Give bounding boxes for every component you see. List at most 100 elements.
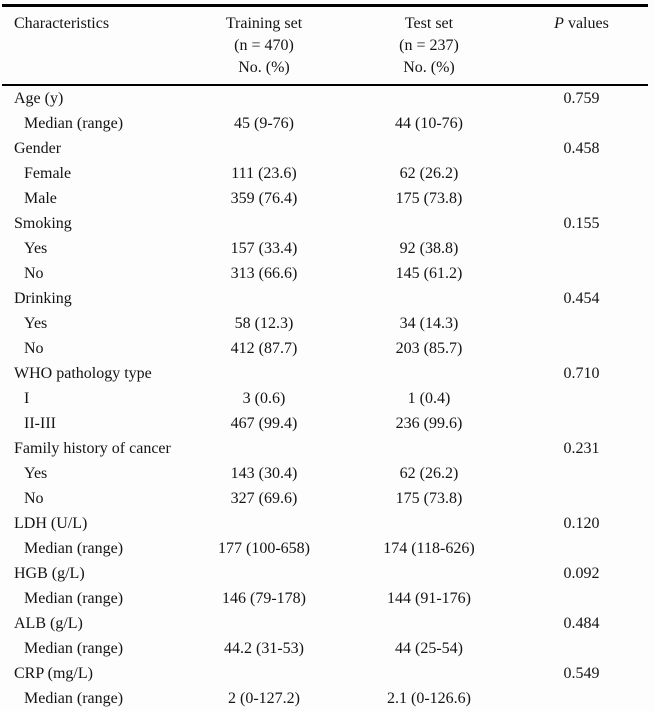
test-set-value: 175 (73.8) [395,190,463,207]
training-set-value: 143 (30.4) [230,465,298,482]
p-value [515,161,648,186]
table-row: Smoking 0.155 [2,211,648,236]
test-set-value [343,561,515,586]
table-row: Female 111 (23.6) 62 (26.2) [2,161,648,186]
training-set-value: 3 (0.6) [242,390,286,407]
training-set-value [185,661,343,686]
characteristic-label: HGB (g/L) [14,565,85,582]
p-value: 0.759 [563,90,600,107]
characteristic-label: Median (range) [24,640,124,657]
training-set-value [185,611,343,636]
characteristic-label: Median (range) [24,540,124,557]
characteristic-label: Male [24,190,57,207]
training-set-value [185,286,343,311]
table-header-row: Characteristics Training set (n = 470) N… [2,4,648,86]
test-set-value [343,436,515,461]
p-value: 0.549 [563,665,600,682]
p-value [515,636,648,661]
table-row: Yes 157 (33.4) 92 (38.8) [2,236,648,261]
table-row: Median (range) 44.2 (31-53) 44 (25-54) [2,636,648,661]
test-set-value: 203 (85.7) [395,340,463,357]
table-row: Gender 0.458 [2,136,648,161]
p-value [515,111,648,136]
test-set-value: 2.1 (0-126.6) [387,690,471,707]
characteristic-label: CRP (mg/L) [14,665,93,682]
characteristics-table: Characteristics Training set (n = 470) N… [2,4,648,711]
test-set-value: 175 (73.8) [395,490,463,507]
test-set-value [343,211,515,236]
header-test-set-line1: Test set [404,15,454,32]
table-row: LDH (U/L) 0.120 [2,511,648,536]
characteristic-label: Median (range) [24,115,124,132]
table-row: Age (y) 0.759 [2,86,648,111]
training-set-value [185,511,343,536]
header-training-set-line1: Training set [225,15,303,32]
training-set-value: 2 (0-127.2) [228,690,300,707]
header-training-set: Training set (n = 470) No. (%) [185,13,343,79]
table-row: CRP (mg/L) 0.549 [2,661,648,686]
table-row: Yes 143 (30.4) 62 (26.2) [2,461,648,486]
table-row: ALB (g/L) 0.484 [2,611,648,636]
test-set-value [343,611,515,636]
training-set-value: 313 (66.6) [230,265,298,282]
characteristic-label: Drinking [14,290,72,307]
characteristic-label: Family history of cancer [14,440,171,457]
p-value [515,536,648,561]
training-set-value: 412 (87.7) [230,340,298,357]
test-set-value [343,511,515,536]
test-set-value [343,361,515,386]
header-test-set-line2: (n = 237) [399,37,459,54]
training-set-value: 157 (33.4) [230,240,298,257]
test-set-value: 1 (0.4) [407,390,451,407]
training-set-value: 44.2 (31-53) [224,640,304,657]
training-set-value [185,211,343,236]
header-test-set-line3: No. (%) [403,59,455,76]
table-row: Yes 58 (12.3) 34 (14.3) [2,311,648,336]
characteristic-label: LDH (U/L) [14,515,88,532]
table-row: Median (range) 177 (100-658) 174 (118-626) [2,536,648,561]
characteristic-label: Median (range) [24,590,124,607]
training-set-value: 146 (79-178) [222,590,306,607]
table-row: No 412 (87.7) 203 (85.7) [2,336,648,361]
characteristic-label: II-III [24,415,56,432]
test-set-value: 174 (118-626) [383,540,475,557]
table-body: Age (y) 0.759 Median (range) 45 (9-76) 44 (1… [2,86,648,711]
characteristic-label: Smoking [14,215,72,232]
training-set-value [185,436,343,461]
p-value: 0.710 [563,365,600,382]
training-set-value: 45 (9-76) [234,115,294,132]
test-set-value: 92 (38.8) [399,240,459,257]
training-set-value: 177 (100-658) [218,540,310,557]
test-set-value [343,86,515,111]
test-set-value: 34 (14.3) [399,315,459,332]
training-set-value: 467 (99.4) [230,415,298,432]
p-value [515,311,648,336]
characteristic-label: Yes [24,465,48,482]
training-set-value: 58 (12.3) [234,315,294,332]
table-row: No 327 (69.6) 175 (73.8) [2,486,648,511]
p-value [515,186,648,211]
p-value [515,386,648,411]
training-set-value: 327 (69.6) [230,490,298,507]
p-value [515,261,648,286]
characteristic-label: No [24,340,44,357]
table-row: Median (range) 146 (79-178) 144 (91-176) [2,586,648,611]
p-value [515,686,648,711]
p-value [515,336,648,361]
training-set-value [185,86,343,111]
training-set-value: 359 (76.4) [230,190,298,207]
p-value [515,586,648,611]
test-set-value: 62 (26.2) [399,165,459,182]
training-set-value [185,136,343,161]
p-value [515,461,648,486]
table-row: Family history of cancer 0.231 [2,436,648,461]
p-value [515,411,648,436]
characteristic-label: ALB (g/L) [14,615,83,632]
characteristic-label: Median (range) [24,690,124,707]
table-row: Median (range) 2 (0-127.2) 2.1 (0-126.6) [2,686,648,711]
characteristic-label: Age (y) [14,90,64,107]
test-set-value [343,136,515,161]
test-set-value: 62 (26.2) [399,465,459,482]
test-set-value: 44 (25-54) [395,640,463,657]
